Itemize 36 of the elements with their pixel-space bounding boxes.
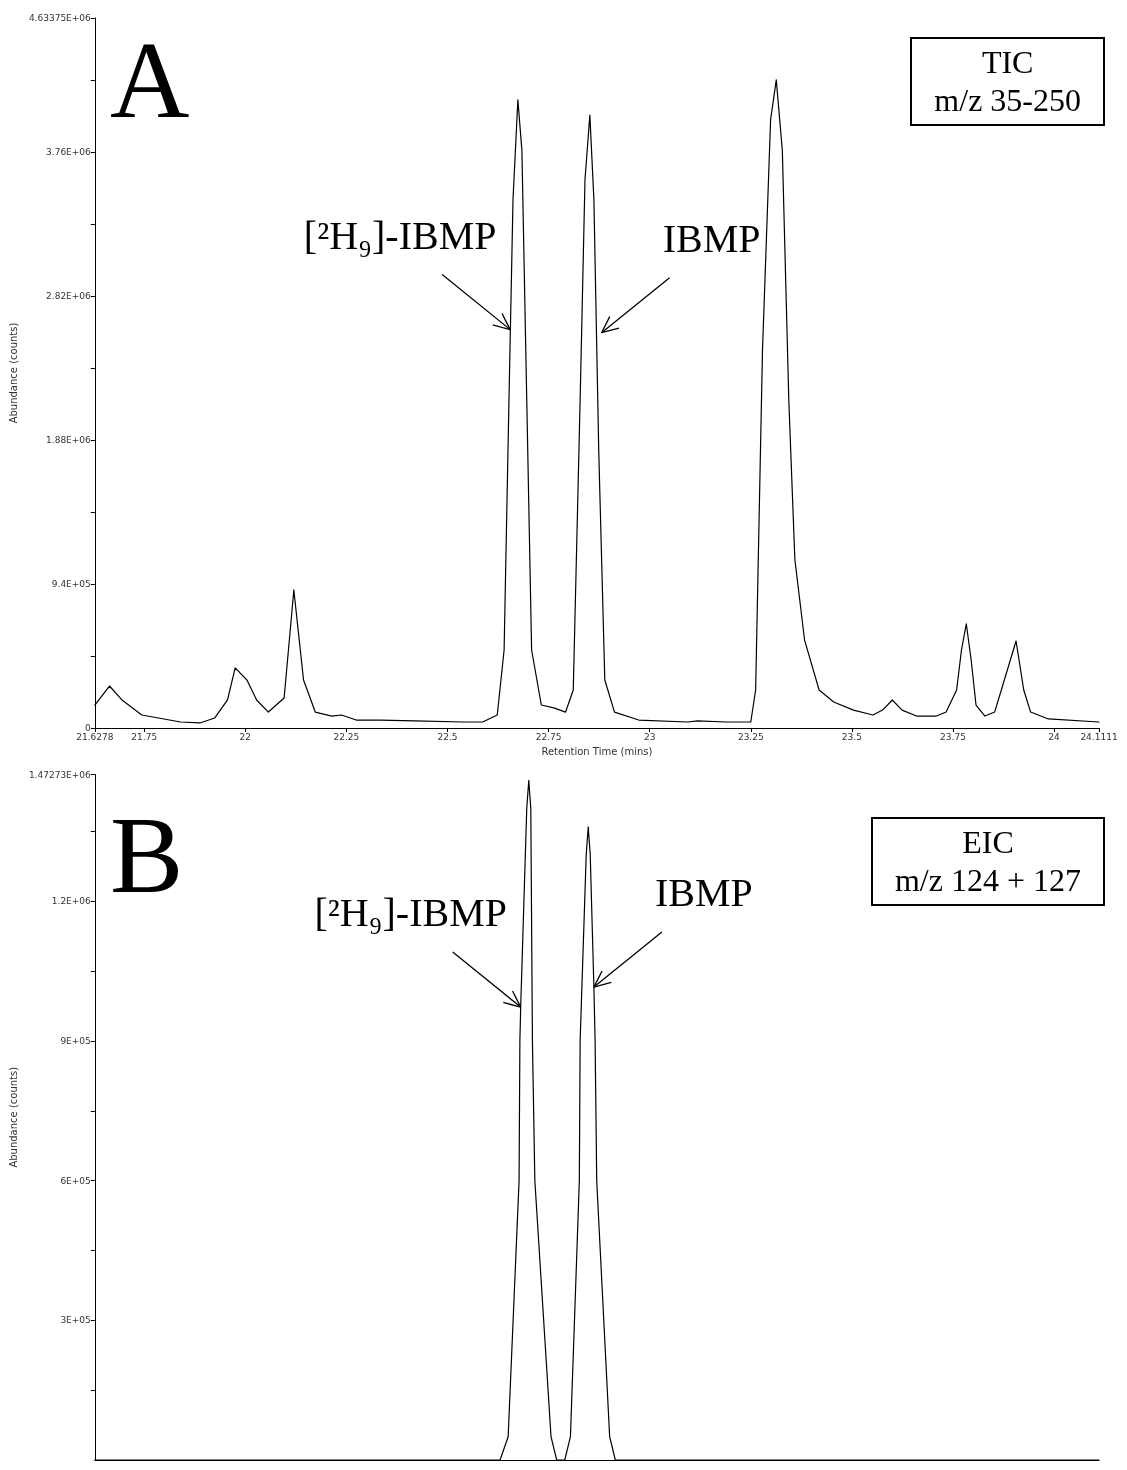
annotation: [²H₉]-IBMP: [303, 211, 497, 259]
annotation: IBMP: [654, 868, 753, 916]
annotation: m/z 124 + 127: [894, 861, 1081, 900]
y-tick-label: 1.88E+06: [46, 434, 92, 445]
y-axis-title: Abundance (counts): [7, 322, 19, 424]
y-tick-label: 2.82E+06: [46, 290, 92, 301]
y-tick-label: 4.63375E+06: [28, 13, 92, 23]
x-tick-label: 22.5: [437, 731, 458, 742]
x-tick-label: 22.75: [535, 731, 562, 742]
y-tick-label: 0: [85, 723, 92, 733]
chart-title: A: [110, 19, 190, 141]
annotation: IBMP: [662, 214, 761, 262]
y-tick-label: 9.4E+05: [51, 578, 91, 589]
y-tick-label: 3E+05: [60, 1315, 91, 1326]
x-tick-label: 21.75: [131, 731, 158, 742]
x-axis-title: Retention Time (mins): [541, 745, 653, 757]
annotation: m/z 35-250: [934, 81, 1081, 120]
x-tick-label: 21.6278: [76, 731, 114, 742]
x-tick-label: 23.75: [940, 731, 966, 742]
annotation: [²H₉]-IBMP: [314, 888, 507, 936]
y-tick-label: 6E+05: [60, 1175, 91, 1186]
x-tick-label: 23.5: [841, 731, 862, 742]
x-tick-label: 24.1111: [1080, 731, 1118, 742]
y-tick-label: 1.2E+06: [51, 896, 92, 907]
y-tick-label: 3.76E+06: [46, 146, 92, 157]
x-tick-label: 22: [239, 731, 252, 742]
annotation: TIC: [980, 43, 1035, 82]
annotation: EIC: [961, 823, 1015, 862]
y-axis-title: Abundance (counts): [7, 1066, 19, 1168]
x-tick-label: 24: [1048, 731, 1061, 742]
x-tick-label: 23.25: [737, 731, 764, 742]
chart-title: B: [110, 794, 184, 916]
x-tick-label: 23: [643, 731, 656, 742]
y-tick-label: 1.47273E+06: [28, 769, 92, 780]
x-tick-label: 22.25: [333, 731, 360, 742]
y-tick-label: 9E+05: [60, 1036, 91, 1047]
